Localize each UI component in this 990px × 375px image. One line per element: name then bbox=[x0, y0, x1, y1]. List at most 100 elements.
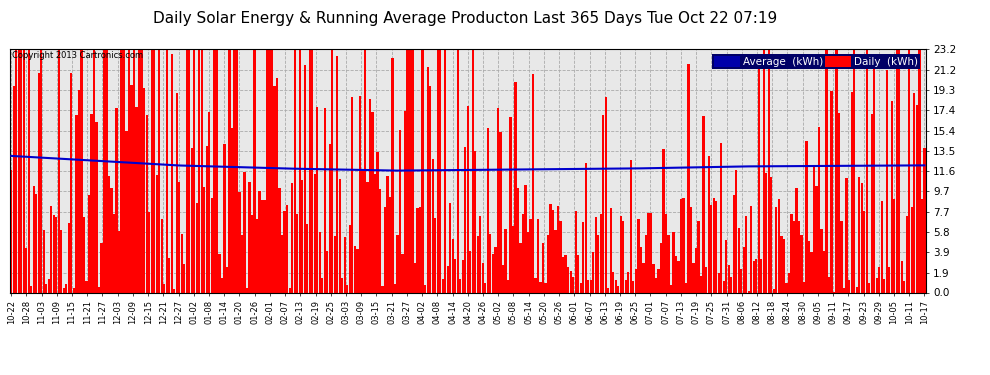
Bar bbox=[562, 258, 564, 292]
Bar bbox=[649, 213, 652, 292]
Bar bbox=[590, 280, 592, 292]
Bar bbox=[15, 46, 17, 292]
Bar bbox=[542, 243, 545, 292]
Bar bbox=[414, 263, 416, 292]
Bar bbox=[617, 286, 620, 292]
Bar bbox=[110, 188, 113, 292]
Bar bbox=[540, 282, 542, 292]
Bar bbox=[446, 267, 448, 292]
Bar bbox=[417, 209, 419, 292]
Bar bbox=[459, 279, 461, 292]
Bar bbox=[647, 213, 649, 292]
Bar bbox=[326, 251, 329, 292]
Bar bbox=[530, 219, 532, 292]
Bar bbox=[57, 49, 60, 292]
Bar bbox=[201, 46, 203, 292]
Bar bbox=[168, 258, 170, 292]
Bar bbox=[718, 273, 720, 292]
Bar bbox=[584, 163, 587, 292]
Bar bbox=[180, 234, 183, 292]
Bar bbox=[494, 248, 497, 292]
Bar bbox=[778, 200, 780, 292]
Bar bbox=[35, 194, 38, 292]
Bar bbox=[126, 131, 128, 292]
Bar bbox=[316, 108, 319, 292]
Bar bbox=[733, 195, 735, 292]
Bar bbox=[55, 216, 57, 292]
Bar bbox=[682, 198, 685, 292]
Bar bbox=[592, 252, 594, 292]
Bar bbox=[394, 284, 396, 292]
Bar bbox=[296, 214, 298, 292]
Bar bbox=[622, 221, 625, 292]
Bar bbox=[25, 248, 28, 292]
Bar bbox=[891, 101, 893, 292]
Bar bbox=[620, 216, 622, 292]
Bar bbox=[549, 204, 551, 292]
Bar bbox=[293, 46, 296, 292]
Bar bbox=[546, 235, 549, 292]
Bar bbox=[62, 288, 65, 292]
Bar bbox=[18, 46, 20, 292]
Bar bbox=[224, 144, 226, 292]
Bar bbox=[386, 176, 389, 292]
Bar bbox=[853, 46, 855, 292]
Bar bbox=[319, 232, 321, 292]
Bar bbox=[437, 46, 439, 292]
Bar bbox=[376, 152, 378, 292]
Bar bbox=[78, 90, 80, 292]
Bar bbox=[198, 46, 200, 292]
Bar bbox=[654, 278, 657, 292]
Bar bbox=[346, 285, 348, 292]
Bar bbox=[873, 60, 875, 292]
Bar bbox=[148, 212, 150, 292]
Bar bbox=[842, 288, 845, 292]
Bar bbox=[337, 56, 339, 292]
Bar bbox=[363, 46, 366, 292]
Bar bbox=[263, 200, 265, 292]
Bar bbox=[813, 165, 815, 292]
Bar bbox=[434, 218, 437, 292]
Bar bbox=[612, 272, 615, 292]
Bar bbox=[597, 235, 599, 292]
Bar bbox=[123, 46, 125, 292]
Bar bbox=[138, 46, 141, 292]
Bar bbox=[90, 114, 93, 292]
Bar bbox=[484, 283, 486, 292]
Bar bbox=[266, 46, 268, 292]
Bar bbox=[838, 112, 841, 292]
Bar bbox=[582, 222, 584, 292]
Bar bbox=[823, 251, 826, 292]
Bar bbox=[677, 261, 680, 292]
Bar bbox=[680, 199, 682, 292]
Bar bbox=[356, 249, 358, 292]
Bar bbox=[762, 46, 765, 292]
Bar bbox=[512, 226, 514, 292]
Bar bbox=[607, 288, 610, 292]
Bar bbox=[633, 281, 635, 292]
Bar bbox=[805, 141, 808, 292]
Bar bbox=[705, 267, 707, 292]
Bar bbox=[281, 235, 283, 292]
Bar bbox=[255, 219, 258, 292]
Bar bbox=[43, 230, 45, 292]
Bar bbox=[116, 108, 118, 292]
Bar bbox=[755, 259, 757, 292]
Bar bbox=[196, 203, 198, 292]
Bar bbox=[165, 46, 168, 292]
Bar bbox=[767, 46, 770, 292]
Bar bbox=[569, 271, 572, 292]
Bar bbox=[306, 224, 308, 292]
Legend: Average  (kWh), Daily  (kWh): Average (kWh), Daily (kWh) bbox=[712, 54, 921, 69]
Bar bbox=[445, 48, 446, 292]
Bar bbox=[504, 230, 507, 292]
Bar bbox=[98, 287, 100, 292]
Bar bbox=[552, 210, 554, 292]
Bar bbox=[828, 277, 831, 292]
Bar bbox=[559, 221, 561, 292]
Bar bbox=[818, 127, 820, 292]
Bar bbox=[520, 243, 522, 292]
Bar bbox=[351, 97, 353, 292]
Bar bbox=[358, 96, 361, 292]
Bar bbox=[870, 114, 873, 292]
